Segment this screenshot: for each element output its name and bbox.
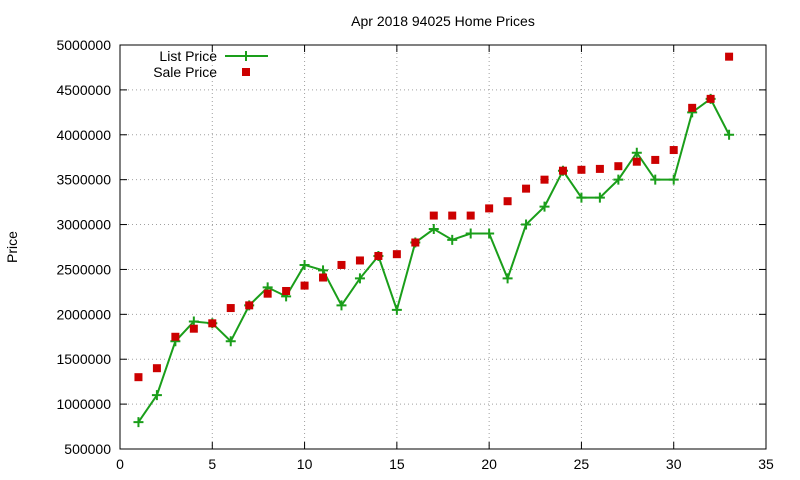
- y-tick-label: 1500000: [56, 351, 111, 367]
- y-tick-label: 1000000: [56, 396, 111, 412]
- sale-price-point: [651, 155, 660, 164]
- x-tick-label: 30: [666, 456, 682, 472]
- sale-price-point: [522, 184, 531, 193]
- series: [133, 52, 735, 428]
- legend-swatch-sale-price: [242, 68, 250, 76]
- sale-price-point: [411, 238, 420, 247]
- sale-price-point: [577, 165, 586, 174]
- y-tick-label: 3500000: [56, 172, 111, 188]
- list-price-point: [502, 273, 513, 284]
- sale-price-point: [319, 273, 328, 282]
- sale-price-point: [725, 52, 734, 61]
- list-price-point: [133, 417, 144, 428]
- sale-price-point: [669, 146, 678, 155]
- sale-price-point: [355, 256, 364, 265]
- sale-price-point: [208, 319, 217, 328]
- sale-price-point: [189, 324, 198, 333]
- list-price-point: [354, 273, 365, 284]
- list-price-point: [539, 201, 550, 212]
- sale-price-point: [392, 250, 401, 259]
- x-tick-label: 5: [208, 456, 216, 472]
- list-price-point: [151, 390, 162, 401]
- sale-price-point: [300, 281, 309, 290]
- plot-frame: [119, 44, 767, 450]
- list-price-point: [668, 174, 679, 185]
- sale-price-point: [152, 364, 161, 373]
- x-tick-label: 35: [758, 456, 774, 472]
- x-tick-label: 15: [389, 456, 405, 472]
- list-price-point: [336, 300, 347, 311]
- sale-price-point: [614, 162, 623, 171]
- sale-price-point: [337, 260, 346, 269]
- grid: [120, 45, 766, 449]
- y-tick-label: 2500000: [56, 261, 111, 277]
- legend: List Price Sale Price: [153, 48, 268, 80]
- y-axis-label: Price: [4, 231, 20, 263]
- sale-price-point: [429, 211, 438, 220]
- sale-price-point: [466, 211, 475, 220]
- legend-label-list-price: List Price: [159, 48, 217, 64]
- list-price-point: [521, 219, 532, 230]
- sale-price-point: [503, 197, 512, 206]
- y-tick-label: 3000000: [56, 217, 111, 233]
- chart-title: Apr 2018 94025 Home Prices: [351, 13, 535, 29]
- list-price-point: [724, 129, 735, 140]
- legend-label-sale-price: Sale Price: [153, 64, 217, 80]
- x-tick-label: 25: [574, 456, 590, 472]
- sale-price-point: [558, 166, 567, 175]
- y-tick-label: 4500000: [56, 82, 111, 98]
- y-tick-label: 5000000: [56, 37, 111, 53]
- x-tick-label: 10: [297, 456, 313, 472]
- sale-price-point: [263, 289, 272, 298]
- y-tick-label: 2000000: [56, 306, 111, 322]
- legend-marker-list-price: [241, 51, 251, 61]
- x-tick-label: 0: [116, 456, 124, 472]
- sale-price-point: [706, 94, 715, 103]
- sale-price-point: [448, 211, 457, 220]
- list-price-point: [391, 304, 402, 315]
- y-tick-label: 500000: [64, 441, 111, 457]
- sale-price-point: [282, 286, 291, 295]
- sale-price-point: [171, 332, 180, 341]
- axis-ticks: 500000 1000000 1500000 2000000 2500000 300000…: [56, 37, 774, 472]
- x-tick-label: 20: [481, 456, 497, 472]
- sale-price-point: [632, 157, 641, 166]
- sale-price-point: [134, 373, 143, 382]
- list-price-point: [613, 174, 624, 185]
- list-price-point: [631, 147, 642, 158]
- list-price-point: [594, 192, 605, 203]
- sale-price-point: [595, 164, 604, 173]
- list-price-point: [225, 336, 236, 347]
- sale-price-point: [485, 204, 494, 213]
- sale-price-point: [688, 103, 697, 112]
- sale-price-point: [226, 304, 235, 313]
- list-price-point: [447, 234, 458, 245]
- y-tick-label: 4000000: [56, 127, 111, 143]
- list-price-point: [650, 174, 661, 185]
- list-price-point: [484, 228, 495, 239]
- sale-price-point: [245, 301, 254, 310]
- list-price-point: [299, 259, 310, 270]
- list-price-point: [428, 224, 439, 235]
- list-price-point: [465, 228, 476, 239]
- sale-price-point: [540, 175, 549, 184]
- list-price-point: [576, 192, 587, 203]
- sale-price-point: [374, 251, 383, 260]
